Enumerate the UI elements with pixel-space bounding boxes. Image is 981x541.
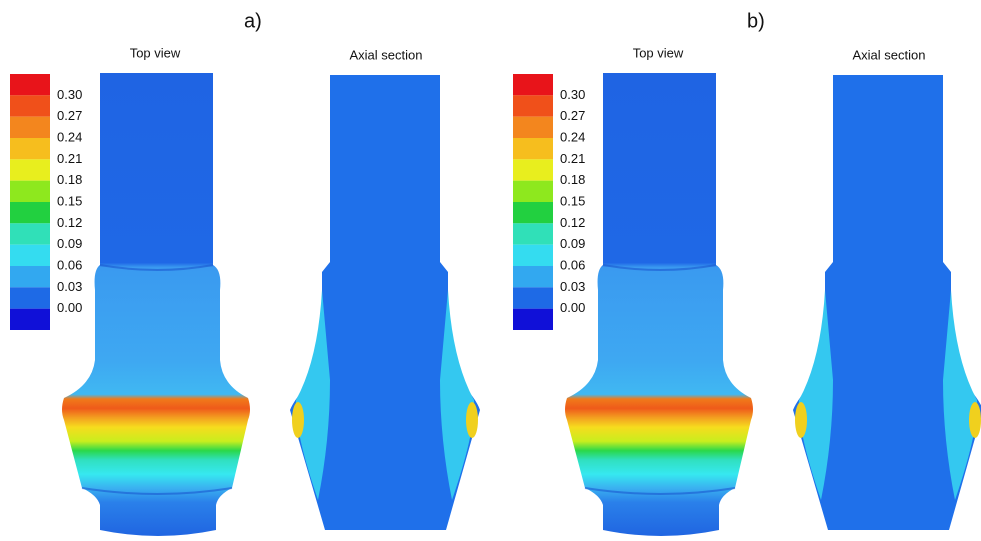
legend-label: 0.03	[560, 279, 585, 294]
view-title: Axial section	[853, 47, 926, 62]
legend-swatch	[513, 245, 553, 266]
legend-swatch	[10, 202, 50, 223]
axial-hot-spot	[466, 402, 478, 438]
legend-swatch	[513, 159, 553, 180]
legend-label: 0.18	[560, 172, 585, 187]
legend-swatch	[10, 266, 50, 287]
legend-label: 0.06	[57, 257, 82, 272]
legend-swatch	[513, 287, 553, 308]
legend-swatch	[513, 181, 553, 202]
panel: b) Top view Axial section 0.30 0.27 0.24 0.21 0…	[513, 10, 981, 536]
legend-label: 0.12	[57, 215, 82, 230]
legend-swatch	[10, 95, 50, 116]
legend-swatch	[10, 74, 50, 95]
view-title: Top view	[130, 45, 181, 60]
legend-swatch	[10, 223, 50, 244]
legend-swatch	[10, 159, 50, 180]
legend-label: 0.00	[560, 300, 585, 315]
legend-label: 0.21	[560, 151, 585, 166]
legend-swatch	[10, 287, 50, 308]
legend-label: 0.27	[560, 108, 585, 123]
axial-hot-spot	[969, 402, 981, 438]
axial-hot-spot	[795, 402, 807, 438]
legend-label: 0.18	[57, 172, 82, 187]
legend-swatch	[513, 138, 553, 159]
panel-label: b)	[747, 10, 765, 32]
legend-label: 0.15	[57, 193, 82, 208]
legend-label: 0.00	[57, 300, 82, 315]
legend-label: 0.09	[560, 236, 585, 251]
figure: a) Top view Axial section 0.30 0.27 0.24 0.21 0…	[0, 0, 981, 541]
legend-label: 0.30	[57, 87, 82, 102]
legend-swatch	[513, 95, 553, 116]
legend-swatch	[513, 74, 553, 95]
legend-label: 0.06	[560, 257, 585, 272]
legend-swatch	[513, 202, 553, 223]
view-title: Axial section	[350, 47, 423, 62]
legend-swatch	[513, 266, 553, 287]
legend-label: 0.12	[560, 215, 585, 230]
legend-swatch	[10, 245, 50, 266]
axial-hot-spot	[292, 402, 304, 438]
legend-label: 0.24	[560, 129, 585, 144]
legend-label: 0.21	[57, 151, 82, 166]
legend-swatch	[513, 117, 553, 138]
legend-swatch	[10, 117, 50, 138]
view-title: Top view	[633, 45, 684, 60]
top-view-model	[565, 73, 753, 536]
legend-swatch	[10, 309, 50, 330]
top-view-model	[62, 73, 250, 536]
panel: a) Top view Axial section 0.30 0.27 0.24 0.21 0…	[10, 10, 480, 536]
legend-label: 0.30	[560, 87, 585, 102]
legend-swatch	[513, 309, 553, 330]
panel-label: a)	[244, 10, 262, 32]
legend-label: 0.27	[57, 108, 82, 123]
legend-label: 0.15	[560, 193, 585, 208]
legend-label: 0.24	[57, 129, 82, 144]
legend-swatch	[513, 223, 553, 244]
legend-label: 0.03	[57, 279, 82, 294]
legend-label: 0.09	[57, 236, 82, 251]
legend-swatch	[10, 181, 50, 202]
legend-swatch	[10, 138, 50, 159]
